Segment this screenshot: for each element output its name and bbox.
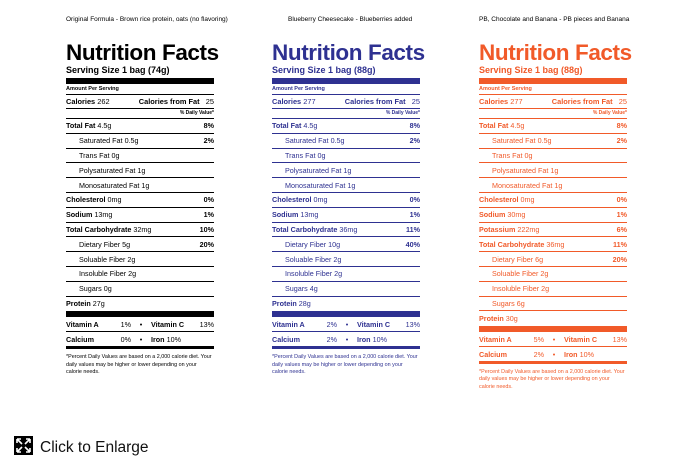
divider xyxy=(272,346,420,350)
soluable-fiber-row: Soluable Fiber 2g xyxy=(66,252,214,267)
trans-fat-row: Trans Fat 0g xyxy=(479,149,627,164)
calories-from-fat-value: 25 xyxy=(411,97,420,106)
click-to-enlarge-label[interactable]: Click to Enlarge xyxy=(40,439,149,456)
sugars-row: Sugars 4g xyxy=(272,282,420,297)
sodium-row: Sodium 30mg 1% xyxy=(479,208,627,223)
monosaturated-fat-row: Monosaturated Fat 1g xyxy=(479,178,627,193)
panel-title: Nutrition Facts xyxy=(272,40,425,65)
total-carbohydrate-row: Total Carbohydrate 36mg 11% xyxy=(272,223,420,238)
calories-from-fat-value: 25 xyxy=(618,97,627,106)
divider-thick xyxy=(66,78,214,84)
serving-size: Serving Size 1 bag (88g) xyxy=(479,65,583,75)
vitamin-row: Vitamin A 5% • Vitamin C 13% xyxy=(479,332,627,348)
divider xyxy=(66,346,214,350)
mineral-row: Calcium 2% • Iron 10% xyxy=(479,349,594,359)
footnote: *Percent Daily Values are based on a 2,0… xyxy=(479,369,625,390)
calories-value: 277 xyxy=(303,97,316,106)
saturated-fat-row: Saturated Fat 0.5g 2% xyxy=(479,134,627,149)
daily-value-header: % Daily Value* xyxy=(479,108,627,119)
trans-fat-row: Trans Fat 0g xyxy=(272,149,420,164)
total-fat-row: Total Fat 4.5g 8% xyxy=(479,119,627,134)
protein-row: Protein 27g xyxy=(66,299,105,309)
sodium-row: Sodium 13mg 1% xyxy=(272,208,420,223)
caption-blueberry: Blueberry Cheesecake - Blueberries added xyxy=(288,16,413,23)
protein-row: Protein 30g xyxy=(479,314,518,324)
sugars-row: Sugars 0g xyxy=(66,282,214,297)
nutrition-facts-panel-2: Nutrition Facts Serving Size 1 bag (88g)… xyxy=(272,40,425,376)
mineral-row: Calcium 2% • Iron 10% xyxy=(272,334,387,344)
cholesterol-row: Cholesterol 0mg 0% xyxy=(66,193,214,208)
click-to-enlarge-button[interactable]: Click to Enlarge xyxy=(14,436,149,460)
calories-from-fat-value: 25 xyxy=(205,97,214,106)
total-carbohydrate-row: Total Carbohydrate 32mg 10% xyxy=(66,223,214,238)
footnote: *Percent Daily Values are based on a 2,0… xyxy=(272,354,418,375)
cholesterol-row: Cholesterol 0mg 0% xyxy=(272,193,420,208)
divider-thick xyxy=(66,311,214,318)
daily-value-header: % Daily Value* xyxy=(272,108,420,119)
soluable-fiber-row: Soluable Fiber 2g xyxy=(272,252,420,267)
insoluble-fiber-row: Insoluble Fiber 2g xyxy=(479,282,627,297)
total-carbohydrate-row: Total Carbohydrate 36mg 11% xyxy=(479,237,627,253)
sodium-row: Sodium 13mg 1% xyxy=(66,208,214,223)
polysaturated-fat-row: Polysaturated Fat 1g xyxy=(66,163,214,179)
saturated-fat-row: Saturated Fat 0.5g 2% xyxy=(66,134,214,149)
polysaturated-fat-row: Polysaturated Fat 1g xyxy=(479,163,627,179)
dietary-fiber-row: Dietary Fiber 6g 20% xyxy=(479,252,627,267)
divider-thick xyxy=(272,311,420,318)
trans-fat-row: Trans Fat 0g xyxy=(66,149,214,164)
serving-size: Serving Size 1 bag (88g) xyxy=(272,65,376,75)
polysaturated-fat-row: Polysaturated Fat 1g xyxy=(272,163,420,179)
amount-per-serving: Amount Per Serving xyxy=(272,84,420,95)
panel-title: Nutrition Facts xyxy=(479,40,632,65)
soluable-fiber-row: Soluable Fiber 2g xyxy=(479,267,627,282)
insoluble-fiber-row: Insoluble Fiber 2g xyxy=(272,267,420,282)
protein-row: Protein 28g xyxy=(272,299,311,309)
divider-thick xyxy=(272,78,420,84)
total-fat-row: Total Fat 4.5g 8% xyxy=(272,119,420,134)
dietary-fiber-row: Dietary Fiber 5g 20% xyxy=(66,237,214,253)
total-fat-row: Total Fat 4.5g 8% xyxy=(66,119,214,134)
vitamin-row: Vitamin A 2% • Vitamin C 13% xyxy=(272,317,420,333)
vitamin-row: Vitamin A 1% • Vitamin C 13% xyxy=(66,317,214,333)
calories-value: 277 xyxy=(510,97,523,106)
dietary-fiber-row: Dietary Fiber 10g 40% xyxy=(272,237,420,253)
divider-thick xyxy=(479,326,627,333)
monosaturated-fat-row: Monosaturated Fat 1g xyxy=(272,178,420,193)
footnote: *Percent Daily Values are based on a 2,0… xyxy=(66,354,212,375)
divider xyxy=(479,361,627,365)
mineral-row: Calcium 0% • Iron 10% xyxy=(66,334,181,344)
calories-value: 262 xyxy=(97,97,110,106)
amount-per-serving: Amount Per Serving xyxy=(479,84,627,95)
nutrition-facts-panel-1: Nutrition Facts Serving Size 1 bag (74g)… xyxy=(66,40,219,376)
sugars-row: Sugars 6g xyxy=(479,297,627,312)
insoluble-fiber-row: Insoluble Fiber 2g xyxy=(66,267,214,282)
daily-value-header: % Daily Value* xyxy=(66,108,214,119)
nutrition-facts-panel-3: Nutrition Facts Serving Size 1 bag (88g)… xyxy=(479,40,632,391)
panel-title: Nutrition Facts xyxy=(66,40,219,65)
monosaturated-fat-row: Monosaturated Fat 1g xyxy=(66,178,214,193)
expand-icon xyxy=(14,436,33,460)
divider-thick xyxy=(479,78,627,84)
saturated-fat-row: Saturated Fat 0.5g 2% xyxy=(272,134,420,149)
caption-pb-chocolate-banana: PB, Chocolate and Banana - PB pieces and… xyxy=(479,16,630,23)
cholesterol-row: Cholesterol 0mg 0% xyxy=(479,193,627,208)
caption-original: Original Formula - Brown rice protein, o… xyxy=(66,16,228,23)
amount-per-serving: Amount Per Serving xyxy=(66,84,214,95)
serving-size: Serving Size 1 bag (74g) xyxy=(66,65,170,75)
calories-row: Calories 277 Calories from Fat 25 xyxy=(272,97,420,106)
potassium-row: Potassium 222mg 6% xyxy=(479,223,627,238)
calories-row: Calories 277 Calories from Fat 25 xyxy=(479,97,627,106)
calories-row: Calories 262 Calories from Fat 25 xyxy=(66,97,214,106)
